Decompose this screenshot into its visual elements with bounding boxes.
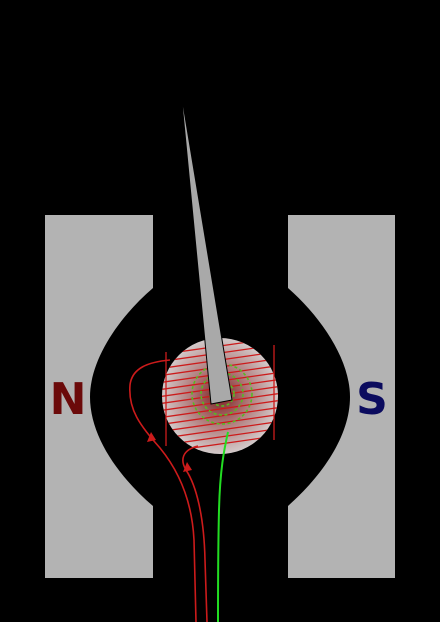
spring-lead-wire [217, 431, 229, 622]
coil-lead-wire-outer [129, 359, 197, 622]
current-arrow-up-inner [183, 462, 192, 472]
south-pole-label: S [356, 374, 388, 425]
current-arrow-up [147, 432, 156, 442]
north-pole-piece [45, 215, 153, 578]
coil-lead-wire-inner [182, 445, 208, 622]
pointer-needle [180, 91, 233, 405]
north-pole-label: N [50, 374, 87, 425]
coil-side-lines [165, 345, 275, 446]
south-pole-piece [288, 215, 395, 578]
